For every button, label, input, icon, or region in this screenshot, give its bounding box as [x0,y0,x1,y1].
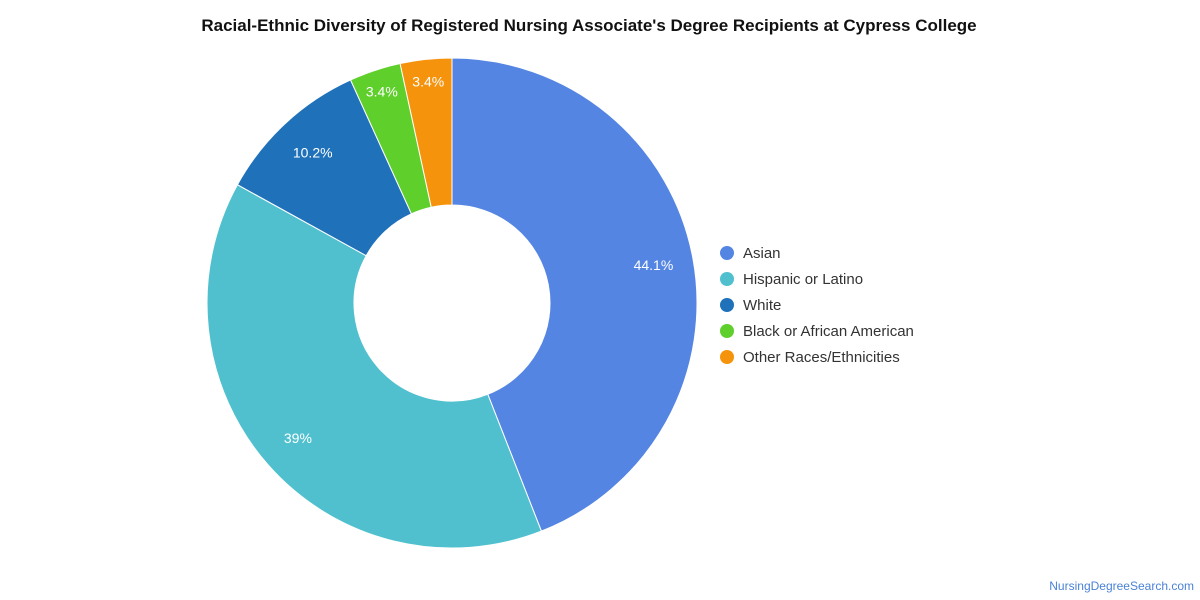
legend-label: Hispanic or Latino [743,270,864,288]
source-watermark[interactable]: NursingDegreeSearch.com [1049,579,1194,593]
slices-group [206,57,698,549]
legend-item[interactable]: Asian [720,240,914,266]
slice-asian[interactable] [451,57,698,532]
legend-label: White [743,296,782,314]
legend-swatch [720,324,734,338]
slice-label: 3.4% [412,73,444,89]
slice-label: 39% [284,430,312,446]
legend-swatch [720,298,734,312]
legend-label: Other Races/Ethnicities [743,348,900,366]
legend-swatch [720,272,734,286]
slice-label: 10.2% [293,145,333,161]
slice-white[interactable] [236,79,413,257]
legend-swatch [720,350,734,364]
legend: Asian Hispanic or Latino White Black or Afr… [720,240,914,370]
slice-hispanic-or-latino[interactable] [206,184,543,549]
slice-label: 44.1% [634,257,674,273]
slice-labels-group: 44.1% 39% 10.2% 3.4% 3.4% [284,73,673,446]
slice-label: 3.4% [366,83,398,99]
legend-label: Black or African American [743,322,914,340]
legend-label: Asian [743,244,781,262]
slice-other-races-ethnicities[interactable] [399,57,453,208]
legend-item[interactable]: Black or African American [720,318,914,344]
legend-item[interactable]: Other Races/Ethnicities [720,344,914,370]
chart-title: Racial-Ethnic Diversity of Registered Nu… [201,16,977,35]
legend-item[interactable]: White [720,292,914,318]
legend-swatch [720,246,734,260]
legend-item[interactable]: Hispanic or Latino [720,266,914,292]
